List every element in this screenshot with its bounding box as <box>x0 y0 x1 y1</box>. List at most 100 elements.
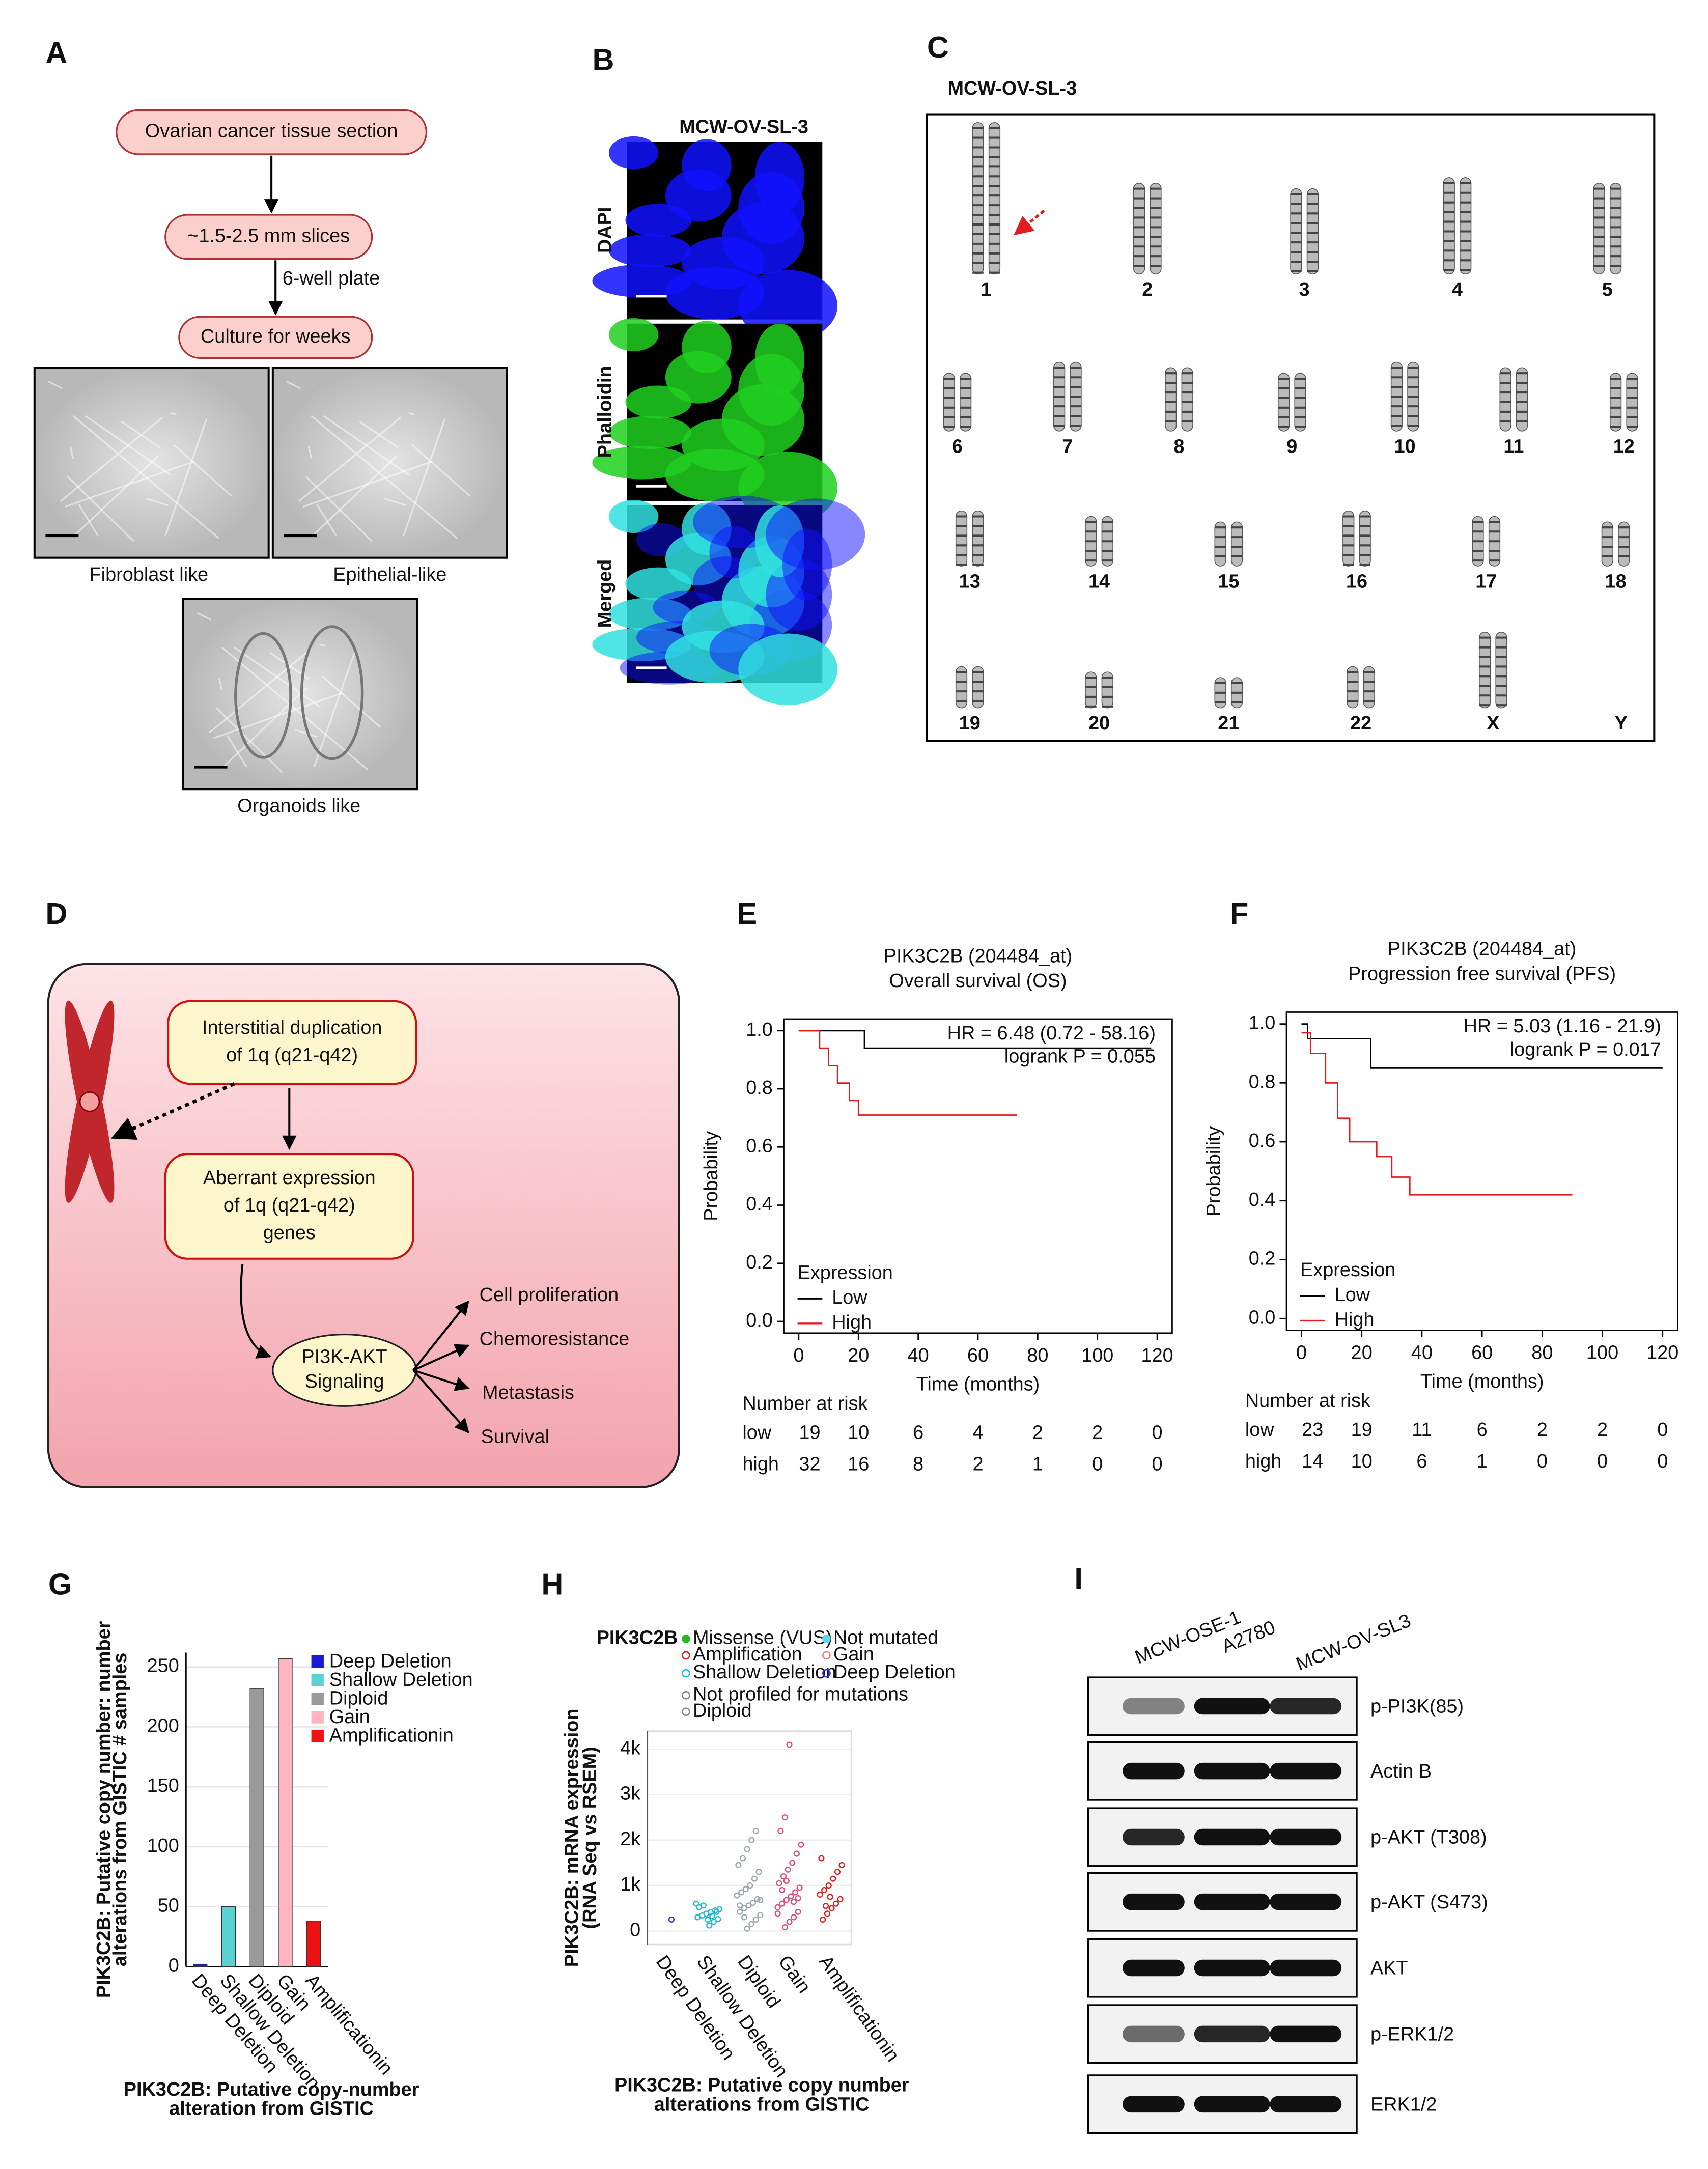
chromosome <box>1593 183 1605 275</box>
blot-band <box>1194 1893 1270 1910</box>
legend-label: Diploid <box>329 1687 388 1709</box>
data-point <box>821 1886 828 1894</box>
x-tick-label: 40 <box>908 1345 929 1366</box>
flow-node-label: Culture for weeks <box>201 326 351 347</box>
data-point <box>693 1900 699 1907</box>
flow-node <box>164 214 373 260</box>
data-point <box>737 1908 743 1915</box>
pathway-node-label: of 1q (q21-q42) <box>226 1045 358 1066</box>
cell-signal <box>608 234 692 267</box>
data-point <box>789 1860 796 1866</box>
cell-signal <box>754 142 805 214</box>
chromosome-label: 1 <box>981 279 992 300</box>
cell-signal <box>608 500 659 533</box>
texture <box>173 444 232 497</box>
data-point <box>824 1910 830 1917</box>
data-point <box>780 1873 787 1880</box>
chromosome <box>1101 671 1113 709</box>
y-tick-label: 0.8 <box>1249 1071 1276 1092</box>
cell-signal <box>625 385 692 419</box>
chart-title: PIK3C2B (204484_at) <box>1388 939 1576 960</box>
risk-count: 6 <box>1477 1419 1488 1441</box>
bar <box>193 1963 208 1967</box>
data-point <box>751 1875 758 1882</box>
data-point <box>742 1886 749 1893</box>
annotation-arrow <box>1014 209 1045 236</box>
chromosome <box>955 510 968 567</box>
data-point <box>752 1916 759 1923</box>
x-axis-label: PIK3C2B: Putative copy number <box>614 2075 909 2096</box>
cell-signal <box>608 136 659 170</box>
data-point <box>832 1900 839 1907</box>
legend-swatch <box>311 1711 324 1724</box>
panel-label: C <box>927 30 949 64</box>
x-axis-label: Time (months) <box>1420 1371 1544 1392</box>
pathway-output: Chemoresistance <box>480 1328 630 1349</box>
texture <box>319 643 326 647</box>
cell-signal <box>682 237 765 290</box>
band-label: Actin B <box>1370 1761 1432 1782</box>
legend-label: Low <box>1335 1284 1370 1306</box>
x-tick-label: 100 <box>1081 1345 1113 1366</box>
chromosome-label: 11 <box>1503 436 1524 457</box>
texture <box>48 380 63 389</box>
arrow <box>412 1369 469 1433</box>
lane-label: MCW-OV-SL3 <box>1293 1610 1414 1676</box>
data-point <box>706 1922 713 1929</box>
texture <box>218 677 223 690</box>
blot-band <box>1194 1828 1270 1846</box>
x-axis-label: PIK3C2B: Putative copy-number <box>124 2079 419 2100</box>
data-point <box>705 1916 711 1923</box>
x-tick-label: 20 <box>848 1345 869 1366</box>
km-curve <box>798 1030 1017 1116</box>
texture <box>316 503 337 537</box>
texture <box>286 380 301 389</box>
data-point <box>779 1900 786 1907</box>
y-tick-label: 50 <box>158 1895 179 1917</box>
y-tick-label: 1k <box>620 1874 640 1895</box>
chromosome-label: 10 <box>1394 436 1416 457</box>
x-tick-label: 0 <box>1296 1342 1307 1363</box>
organoid <box>234 632 292 759</box>
data-point <box>713 1908 720 1915</box>
y-axis-label: alterations from GISTIC # samples <box>109 1653 131 1966</box>
legend-label: High <box>832 1312 872 1333</box>
annotation: HR = 5.03 (1.16 - 21.9) <box>1464 1016 1661 1037</box>
panel-label: F <box>1230 896 1248 931</box>
panel-title: MCW-OV-SL-3 <box>947 78 1077 99</box>
texture <box>305 475 373 542</box>
x-tick-label: 80 <box>1027 1345 1048 1366</box>
legend-swatch <box>311 1674 324 1686</box>
texture <box>311 415 458 540</box>
legend-title: Expression <box>798 1262 893 1283</box>
y-tick-label: 1.0 <box>746 1019 773 1040</box>
y-tick-label: 0.0 <box>1249 1307 1276 1328</box>
data-point <box>825 1882 832 1889</box>
data-point <box>747 1882 753 1889</box>
blot-band <box>1194 1698 1270 1715</box>
blot-band <box>1123 2025 1185 2043</box>
risk-count: 2 <box>1092 1422 1103 1443</box>
y-tick-label: 150 <box>147 1775 179 1796</box>
risk-count: 4 <box>972 1422 983 1443</box>
blot-band <box>1123 2096 1185 2113</box>
data-point <box>785 1866 791 1873</box>
chart-subtitle: Progression free survival (PFS) <box>1348 963 1616 984</box>
risk-count: 1 <box>1477 1451 1488 1472</box>
y-tick-label: 0.4 <box>1249 1189 1276 1210</box>
chromosome <box>1609 183 1622 275</box>
chromosome <box>1294 373 1306 432</box>
data-point <box>744 1846 750 1852</box>
chromosome-label: 16 <box>1346 571 1367 592</box>
risk-count: 19 <box>1351 1419 1373 1441</box>
risk-count: 0 <box>1537 1451 1548 1472</box>
texture <box>77 503 99 537</box>
image-caption: Organoids like <box>237 795 360 816</box>
bar <box>221 1906 236 1967</box>
texture <box>221 646 369 771</box>
blot-band <box>1270 1828 1342 1846</box>
blot-band <box>1194 2025 1270 2043</box>
texture <box>403 418 446 536</box>
chromosome-label: 9 <box>1286 436 1297 457</box>
arrow <box>412 1300 469 1371</box>
